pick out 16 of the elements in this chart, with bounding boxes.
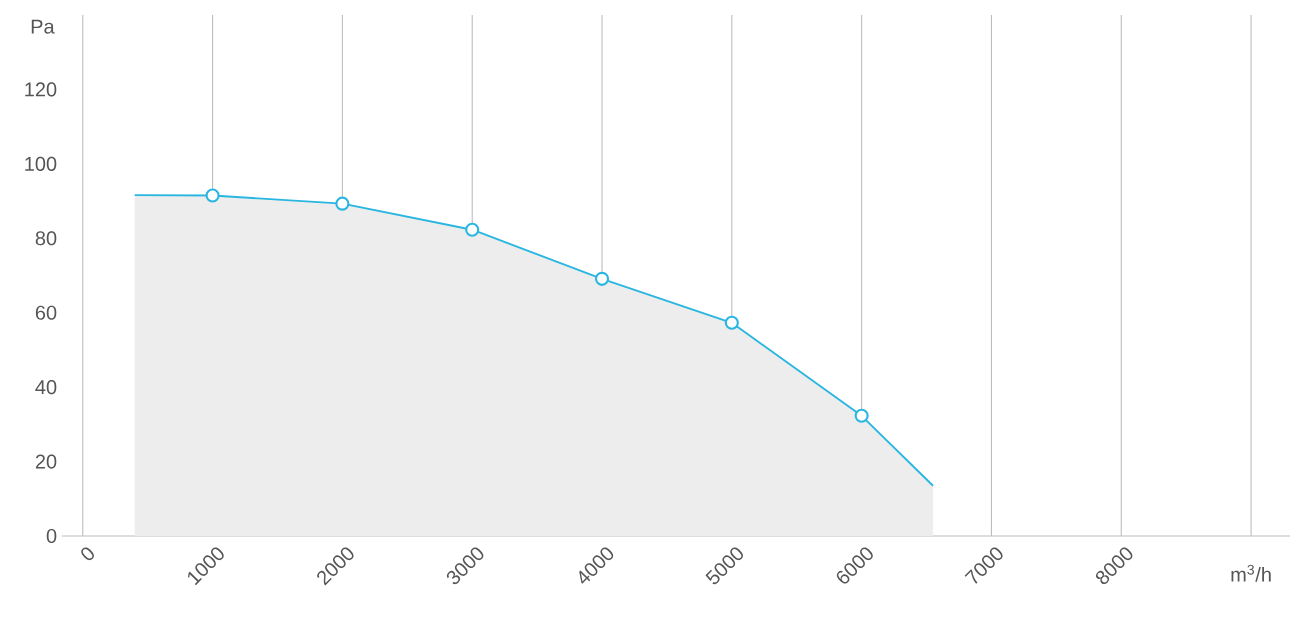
y-tick-label: 100: [25, 156, 57, 171]
point: [594, 271, 610, 286]
y-tick-label: 60: [35, 305, 57, 320]
point: [465, 222, 480, 237]
y-tick-label: 40: [35, 380, 57, 395]
point: [724, 315, 739, 330]
y-axis-title: Pa: [31, 19, 55, 34]
y-tick-label: 0: [46, 528, 57, 544]
y-tick-label: 80: [35, 231, 57, 246]
y-tick-label: 120: [25, 82, 57, 97]
x-axis-title: m$^{3}$/h: [1231, 564, 1271, 582]
point: [205, 188, 220, 203]
point: [335, 196, 350, 211]
y-tick-label: 20: [35, 454, 57, 469]
x-tick-label: 0: [81, 547, 94, 561]
point: [854, 408, 869, 423]
